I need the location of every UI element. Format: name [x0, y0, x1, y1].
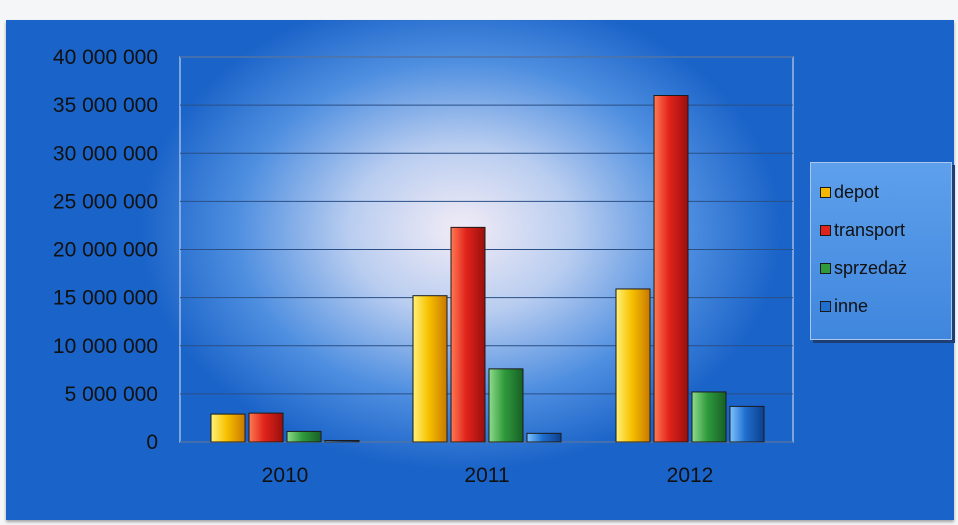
legend-swatch-sprzedaz [820, 263, 831, 274]
x-tick-label: 2011 [464, 464, 509, 487]
bar-depot-2012 [616, 289, 650, 442]
legend-label: transport [834, 220, 905, 241]
y-tick-label: 25 000 000 [53, 190, 158, 213]
legend-swatch-depot [820, 187, 831, 198]
legend-item-transport: transport [811, 211, 951, 249]
bar-inne-2011 [527, 433, 561, 442]
legend-item-inne: inne [811, 287, 951, 325]
bar-depot-2010 [211, 414, 245, 442]
legend-label: depot [834, 182, 879, 203]
x-tick-label: 2012 [667, 464, 714, 487]
bar-transport-2012 [654, 96, 688, 443]
bar-transport-2010 [249, 413, 283, 442]
bar-sprzedaz-2012 [692, 392, 726, 442]
y-tick-label: 0 [146, 431, 158, 454]
legend-item-depot: depot [811, 173, 951, 211]
bar-sprzedaz-2011 [489, 369, 523, 442]
bar-inne-2010 [325, 441, 359, 443]
y-tick-label: 20 000 000 [53, 239, 158, 262]
legend-swatch-inne [820, 301, 831, 312]
legend-item-sprzedaz: sprzedaż [811, 249, 951, 287]
y-tick-label: 5 000 000 [65, 383, 158, 406]
legend-label: inne [834, 296, 868, 317]
y-tick-label: 15 000 000 [53, 287, 158, 310]
bar-sprzedaz-2010 [287, 431, 321, 442]
legend: depot transport sprzedaż inne [810, 162, 952, 340]
y-tick-label: 30 000 000 [53, 142, 158, 165]
bar-inne-2012 [730, 406, 764, 442]
y-tick-label: 40 000 000 [53, 46, 158, 69]
legend-swatch-transport [820, 225, 831, 236]
legend-label: sprzedaż [834, 258, 907, 279]
bar-depot-2011 [413, 296, 447, 442]
x-tick-label: 2010 [262, 464, 309, 487]
y-tick-label: 35 000 000 [53, 94, 158, 117]
y-tick-label: 10 000 000 [53, 335, 158, 358]
bar-transport-2011 [451, 227, 485, 442]
